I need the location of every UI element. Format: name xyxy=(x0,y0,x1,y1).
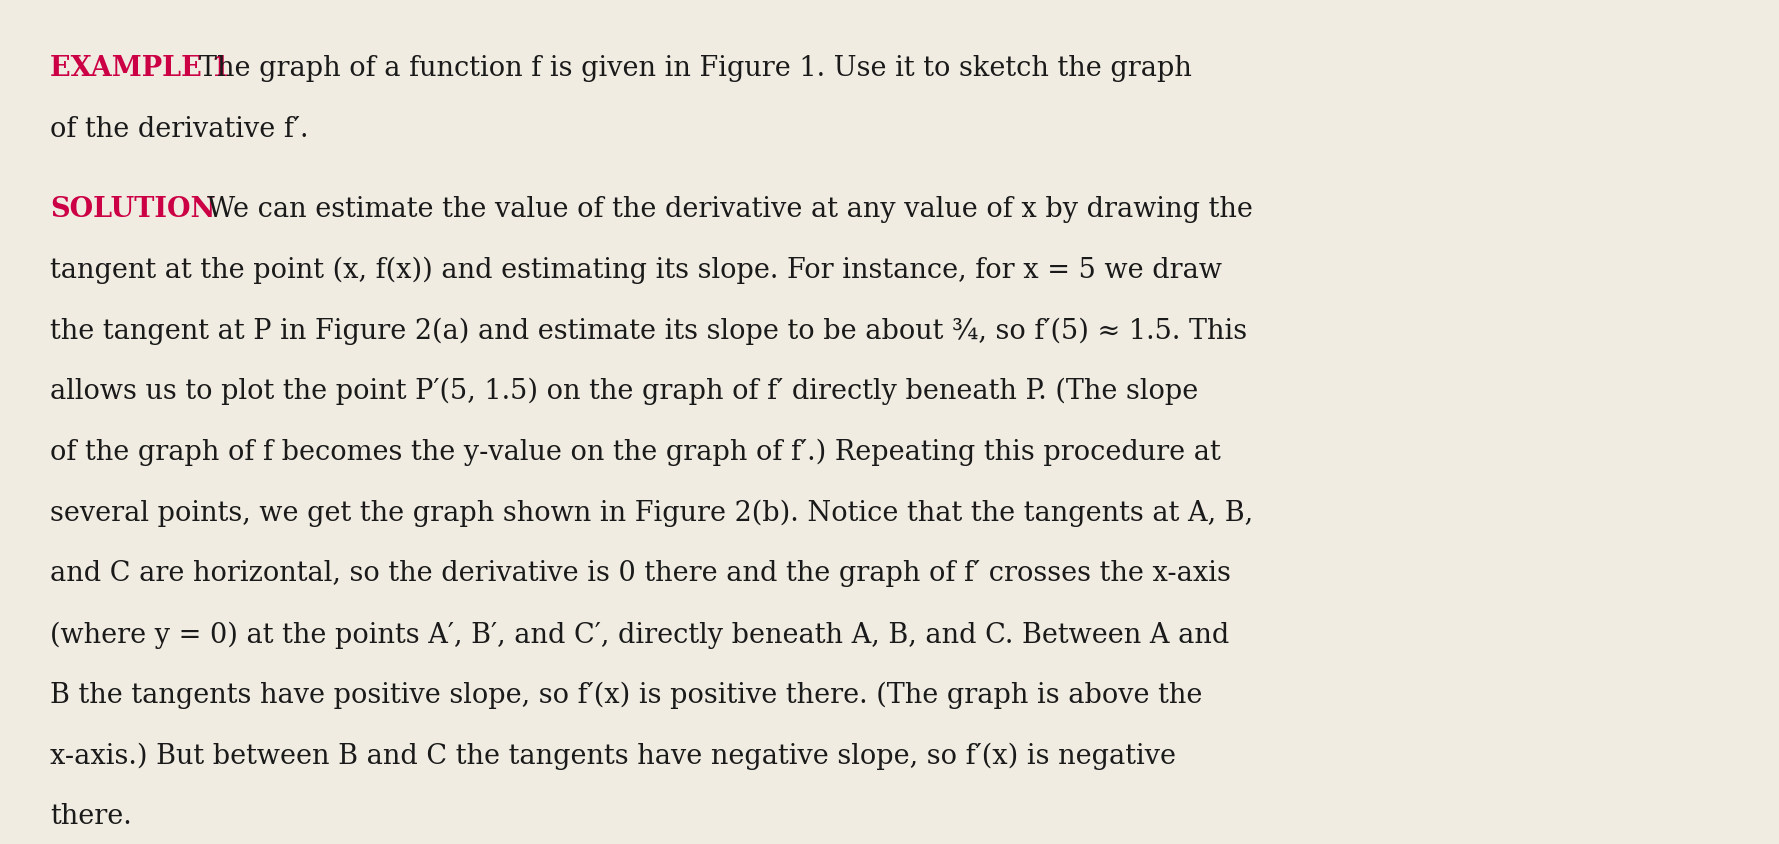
Text: The graph of a function f is given in Figure 1. Use it to sketch the graph: The graph of a function f is given in Fi… xyxy=(199,55,1192,82)
Text: B the tangents have positive slope, so f′(x) is positive there. (The graph is ab: B the tangents have positive slope, so f… xyxy=(50,682,1203,709)
Text: allows us to plot the point P′(5, 1.5) on the graph of f′ directly beneath P. (T: allows us to plot the point P′(5, 1.5) o… xyxy=(50,378,1197,405)
Text: tangent at the point (x, f(x)) and estimating its slope. For instance, for x = 5: tangent at the point (x, f(x)) and estim… xyxy=(50,257,1222,284)
Text: several points, we get the graph shown in Figure 2(b). Notice that the tangents : several points, we get the graph shown i… xyxy=(50,500,1252,527)
Text: SOLUTION: SOLUTION xyxy=(50,196,215,223)
Text: EXAMPLE 1: EXAMPLE 1 xyxy=(50,55,229,82)
Text: the tangent at P in Figure 2(a) and estimate its slope to be about ¾, so f′(5) ≈: the tangent at P in Figure 2(a) and esti… xyxy=(50,317,1247,344)
Text: We can estimate the value of the derivative at any value of x by drawing the: We can estimate the value of the derivat… xyxy=(190,196,1252,223)
Text: and C are horizontal, so the derivative is 0 there and the graph of f′ crosses t: and C are horizontal, so the derivative … xyxy=(50,560,1231,587)
Text: there.: there. xyxy=(50,803,132,830)
Text: of the graph of f becomes the y-value on the graph of f′.) Repeating this proced: of the graph of f becomes the y-value on… xyxy=(50,439,1220,466)
Text: of the derivative f′.: of the derivative f′. xyxy=(50,116,308,143)
Text: x-axis.) But between B and C the tangents have negative slope, so f′(x) is negat: x-axis.) But between B and C the tangent… xyxy=(50,743,1176,770)
Text: (where y = 0) at the points A′, B′, and C′, directly beneath A, B, and C. Betwee: (where y = 0) at the points A′, B′, and … xyxy=(50,621,1229,648)
